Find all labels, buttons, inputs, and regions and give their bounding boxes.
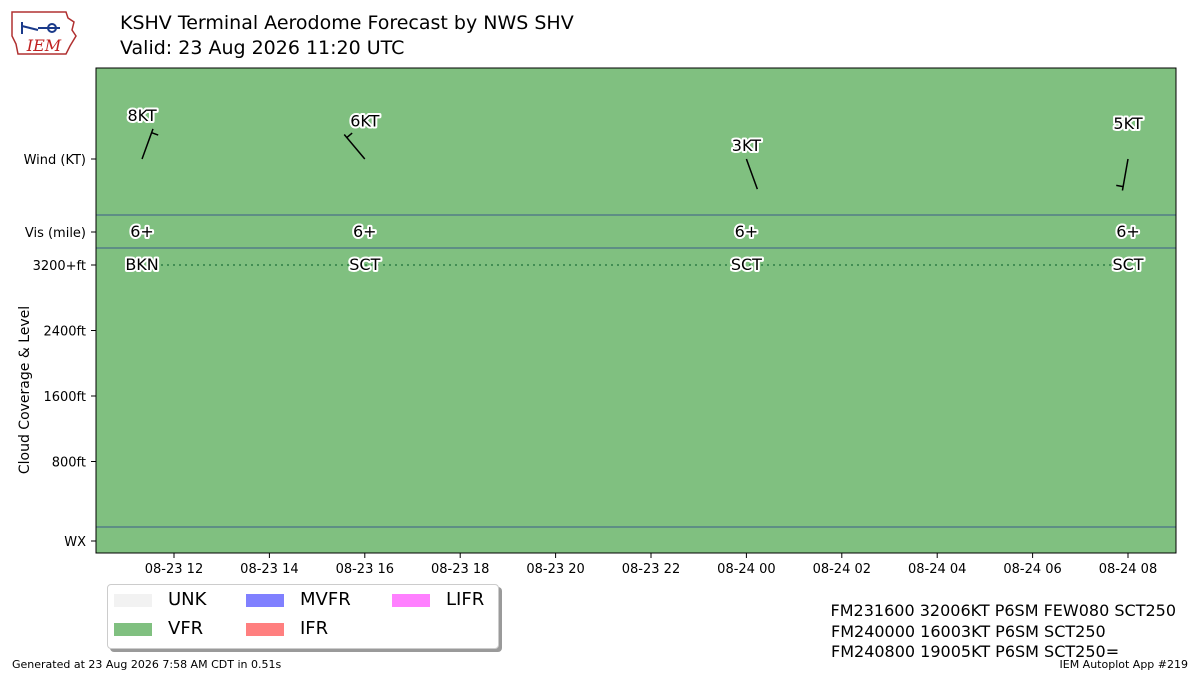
chart-subtitle: Valid: 23 Aug 2026 11:20 UTC xyxy=(120,37,405,59)
raw-taf-line-1: FM231600 32006KT P6SM FEW080 SCT250 xyxy=(830,601,1176,620)
cloud-tick-label: 2400ft xyxy=(43,325,86,340)
x-tick-label: 08-24 06 xyxy=(1003,562,1061,577)
cloud-label-halo: SCT xyxy=(1112,255,1143,274)
wind-label: 6KT xyxy=(350,111,379,130)
cloud-axis-label: Cloud Coverage & Level xyxy=(17,306,33,474)
wind-barb xyxy=(343,132,366,160)
legend-swatch-unk xyxy=(114,593,152,607)
vis-label: 6+ xyxy=(130,222,154,241)
x-tick-label: 08-24 00 xyxy=(717,562,775,577)
vis-label-halo: 6+ xyxy=(353,222,377,241)
legend-item-lifr: LIFR xyxy=(392,589,484,610)
wind-label-halo: 3KT xyxy=(732,136,761,155)
cloud-tick-label: 1600ft xyxy=(43,390,86,405)
legend: UNK MVFR LIFR VFR IFR xyxy=(107,584,499,649)
forecast-mark-group: 8KT8KT6+6+BKNBKN6KT6KT6+6+SCTSCT3KT3KT6+… xyxy=(123,104,1145,276)
legend-swatch-vfr xyxy=(114,622,152,636)
plot-background xyxy=(96,68,1176,553)
x-tick-label: 08-24 02 xyxy=(813,562,871,577)
wind-barb-staff xyxy=(343,134,366,160)
plot-frame xyxy=(95,67,1177,554)
wind-barb xyxy=(141,128,159,160)
x-tick-label: 08-23 18 xyxy=(431,562,489,577)
x-tick-label: 08-23 22 xyxy=(622,562,680,577)
x-tick-label: 08-23 12 xyxy=(145,562,203,577)
legend-label-ifr: IFR xyxy=(300,618,329,639)
x-tick-group: 08-23 12 08-23 14 08-23 16 08-23 18 08-23 20… xyxy=(145,553,1157,577)
vis-label: 6+ xyxy=(1116,222,1140,241)
legend-label-mvfr: MVFR xyxy=(300,589,351,610)
y-label-wind: Wind (KT) xyxy=(24,153,86,168)
x-tick-label: 08-23 16 xyxy=(336,562,394,577)
legend-swatch-ifr xyxy=(246,622,284,636)
legend-item-vfr: VFR xyxy=(114,618,203,639)
wind-label: 8KT xyxy=(127,106,156,125)
logo-text: IEM xyxy=(26,36,62,55)
cloud-tick-group: 3200+ft 2400ft 1600ft 800ft xyxy=(33,259,96,471)
cloud-label-halo: SCT xyxy=(731,255,762,274)
wind-barb-feather xyxy=(346,132,353,139)
x-tick-label: 08-24 04 xyxy=(908,562,966,577)
legend-item-mvfr: MVFR xyxy=(246,589,351,610)
footer-app-id: IEM Autoplot App #219 xyxy=(1059,658,1189,671)
legend-label-lifr: LIFR xyxy=(446,589,485,610)
wind-label: 3KT xyxy=(732,136,761,155)
cloud-label: SCT xyxy=(1112,255,1143,274)
vis-label: 6+ xyxy=(353,222,377,241)
y-label-vis: Vis (mile) xyxy=(25,226,86,241)
vis-label-halo: 6+ xyxy=(1116,222,1140,241)
wind-label-halo: 6KT xyxy=(350,111,379,130)
legend-item-ifr: IFR xyxy=(246,618,328,639)
raw-taf-line-3: FM240800 19005KT P6SM SCT250= xyxy=(831,642,1120,661)
footer-generated: Generated at 23 Aug 2026 7:58 AM CDT in … xyxy=(12,658,282,671)
wind-label-halo: 5KT xyxy=(1113,114,1142,133)
cloud-label-halo: BKN xyxy=(125,255,158,274)
cloud-label: SCT xyxy=(731,255,762,274)
vis-label-halo: 6+ xyxy=(735,222,759,241)
wind-barb-staff xyxy=(1121,158,1129,191)
legend-item-unk: UNK xyxy=(114,589,206,610)
legend-label-unk: UNK xyxy=(168,589,207,610)
cloud-label-halo: SCT xyxy=(349,255,380,274)
wind-barb-staff xyxy=(745,158,759,190)
taf-chart: Wind (KT) Vis (mile) WX Cloud Coverage &… xyxy=(17,67,1177,577)
wind-barb-feather xyxy=(151,131,159,136)
wind-barb xyxy=(1116,158,1129,191)
iem-logo: IEM xyxy=(11,11,77,55)
chart-title: KSHV Terminal Aerodome Forecast by NWS S… xyxy=(120,12,574,34)
wind-barb-feather xyxy=(1116,184,1124,188)
wind-barb xyxy=(745,158,759,190)
vis-label: 6+ xyxy=(735,222,759,241)
x-tick-label: 08-24 08 xyxy=(1099,562,1157,577)
cloud-label: BKN xyxy=(125,255,158,274)
y-label-wx: WX xyxy=(64,535,86,550)
wind-label: 5KT xyxy=(1113,114,1142,133)
vis-label-halo: 6+ xyxy=(130,222,154,241)
cloud-tick-label: 800ft xyxy=(52,456,86,471)
wind-label-halo: 8KT xyxy=(127,106,156,125)
legend-swatch-mvfr xyxy=(246,593,284,607)
x-tick-label: 08-23 14 xyxy=(240,562,298,577)
legend-label-vfr: VFR xyxy=(168,618,204,639)
wind-barb-staff xyxy=(141,128,154,160)
cloud-label: SCT xyxy=(349,255,380,274)
x-tick-label: 08-23 20 xyxy=(526,562,584,577)
legend-swatch-lifr xyxy=(392,593,430,607)
raw-taf-line-2: FM240000 16003KT P6SM SCT250 xyxy=(831,622,1106,641)
cloud-tick-label: 3200+ft xyxy=(33,259,86,274)
